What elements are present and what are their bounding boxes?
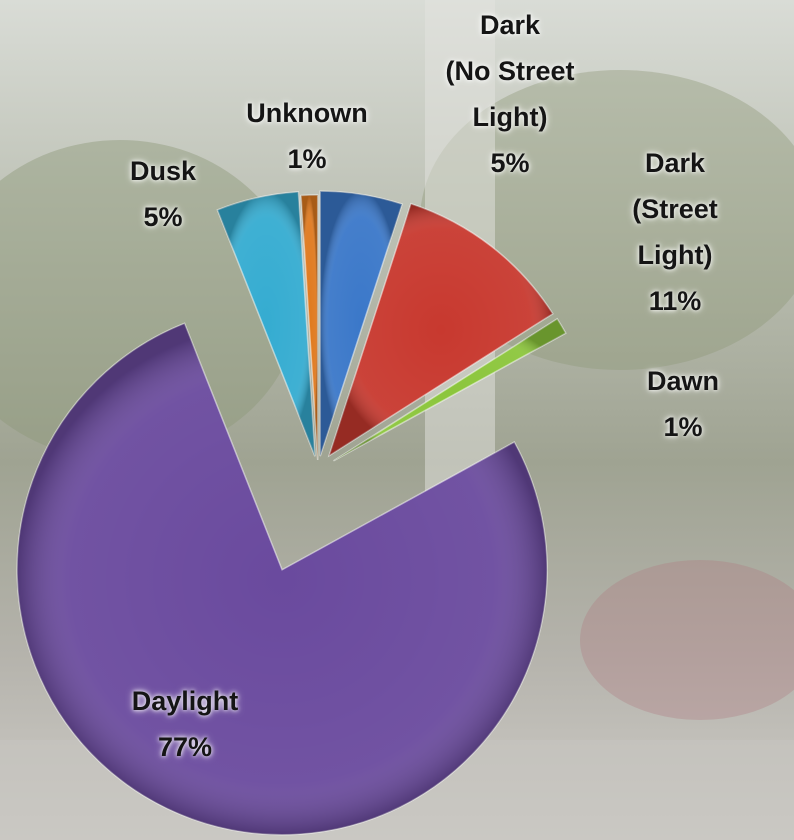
value-label: 5% bbox=[130, 194, 196, 240]
category-label: Daylight bbox=[132, 678, 239, 724]
chart: Dark (No Street Light)5%Dark (Street Lig… bbox=[0, 0, 794, 840]
value-label: 1% bbox=[246, 136, 368, 182]
value-label: 11% bbox=[616, 278, 735, 324]
slice-label: Dark (Street Light)11% bbox=[616, 140, 735, 324]
category-label: Dusk bbox=[130, 148, 196, 194]
value-label: 1% bbox=[647, 404, 719, 450]
value-label: 5% bbox=[445, 140, 574, 186]
slice-label: Dark (No Street Light)5% bbox=[445, 2, 574, 186]
category-label: Dark (Street Light) bbox=[616, 140, 735, 278]
category-label: Unknown bbox=[246, 90, 368, 136]
category-label: Dark (No Street Light) bbox=[445, 2, 574, 140]
category-label: Dawn bbox=[647, 358, 719, 404]
value-label: 77% bbox=[132, 724, 239, 770]
